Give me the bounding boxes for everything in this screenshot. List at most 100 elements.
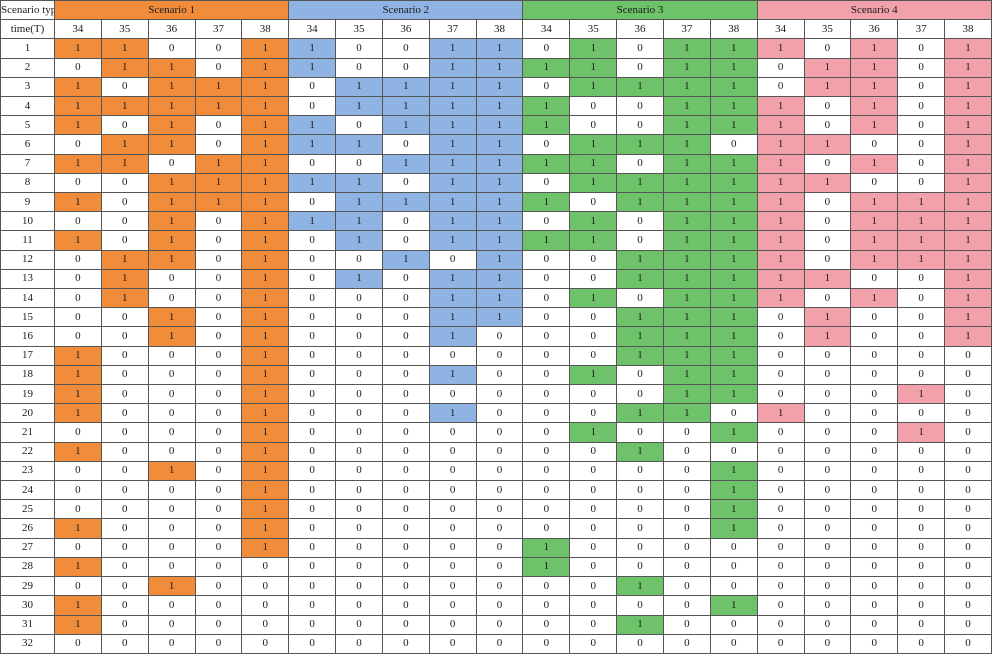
- value-cell: 1: [241, 57, 290, 78]
- value-cell: 0: [288, 268, 337, 290]
- value-cell: 0: [569, 556, 618, 578]
- value-cell: 0: [54, 211, 102, 232]
- value-cell: 0: [569, 499, 618, 520]
- value-cell: 0: [194, 364, 243, 386]
- value-cell: 0: [850, 268, 899, 290]
- value-cell: 0: [522, 134, 571, 155]
- table-row: 13 0 1 0 0 1 0 1 0 1 1 0 0 1 1 1 1 1 0 0 1: [0, 268, 992, 290]
- value-cell: 1: [709, 268, 758, 290]
- value-cell: 0: [428, 422, 477, 443]
- value-cell: 1: [616, 307, 664, 328]
- value-cell: 0: [897, 403, 946, 424]
- value-cell: 1: [944, 268, 992, 290]
- value-cell: 0: [803, 38, 852, 59]
- value-cell: 0: [335, 249, 383, 270]
- value-cell: 0: [475, 480, 524, 501]
- value-cell: 1: [850, 96, 899, 117]
- value-cell: 0: [522, 518, 571, 539]
- value-cell: 0: [756, 307, 805, 328]
- value-cell: 1: [522, 57, 571, 78]
- value-cell: 1: [709, 480, 758, 501]
- value-cell: 0: [803, 614, 852, 635]
- value-cell: 0: [756, 556, 805, 578]
- value-cell: 0: [616, 38, 664, 59]
- time-cell: 2: [0, 57, 55, 78]
- time-cell: 11: [0, 230, 55, 251]
- time-cell: 14: [0, 288, 55, 309]
- value-cell: 0: [100, 364, 149, 386]
- value-cell: 0: [335, 288, 383, 309]
- table-row: 11 1 0 1 0 1 0 1 0 1 1 1 1 0 1 1 1 0 1 1 1: [0, 230, 992, 251]
- value-cell: 1: [288, 172, 337, 194]
- value-cell: 1: [616, 268, 664, 290]
- column-header: 34: [288, 19, 337, 40]
- value-cell: 1: [709, 38, 758, 59]
- value-cell: 0: [803, 556, 852, 578]
- value-cell: 0: [662, 441, 711, 462]
- value-cell: 1: [756, 96, 805, 117]
- value-cell: 0: [662, 576, 711, 597]
- value-cell: 0: [54, 288, 102, 309]
- value-cell: 1: [241, 153, 290, 174]
- value-cell: 1: [944, 172, 992, 194]
- value-cell: 0: [850, 422, 899, 443]
- value-cell: 1: [850, 211, 899, 232]
- time-cell: 26: [0, 518, 55, 539]
- value-cell: 0: [381, 384, 430, 405]
- value-cell: 0: [147, 288, 196, 309]
- value-cell: 0: [803, 96, 852, 117]
- value-cell: 0: [100, 403, 149, 424]
- value-cell: 0: [709, 403, 758, 424]
- value-cell: 0: [288, 614, 337, 635]
- column-header: 35: [803, 19, 852, 40]
- value-cell: 1: [662, 76, 711, 98]
- value-cell: 1: [428, 172, 477, 194]
- value-cell: 0: [569, 403, 618, 424]
- value-cell: 0: [756, 499, 805, 520]
- value-cell: 1: [241, 115, 290, 136]
- value-cell: 1: [709, 76, 758, 98]
- value-cell: 0: [335, 480, 383, 501]
- value-cell: 0: [662, 480, 711, 501]
- value-cell: 1: [241, 326, 290, 347]
- value-cell: 0: [569, 518, 618, 539]
- value-cell: 1: [100, 96, 149, 117]
- value-cell: 0: [662, 595, 711, 616]
- value-cell: 1: [241, 192, 290, 213]
- value-cell: 1: [241, 345, 290, 366]
- value-cell: 0: [381, 460, 430, 482]
- value-cell: 1: [428, 115, 477, 136]
- value-cell: 0: [569, 249, 618, 270]
- value-cell: 1: [569, 422, 618, 443]
- time-cell: 32: [0, 633, 55, 655]
- value-cell: 1: [662, 288, 711, 309]
- value-cell: 0: [569, 633, 618, 655]
- value-cell: 1: [569, 153, 618, 174]
- value-cell: 1: [241, 230, 290, 251]
- value-cell: 0: [100, 115, 149, 136]
- value-cell: 0: [381, 364, 430, 386]
- value-cell: 0: [475, 345, 524, 366]
- column-header: 36: [616, 19, 664, 40]
- value-cell: 1: [335, 76, 383, 98]
- value-cell: 0: [522, 326, 571, 347]
- value-cell: 1: [709, 595, 758, 616]
- value-cell: 0: [569, 192, 618, 213]
- value-cell: 0: [475, 556, 524, 578]
- value-cell: 0: [897, 326, 946, 347]
- value-cell: 0: [897, 441, 946, 462]
- value-cell: 1: [756, 192, 805, 213]
- value-cell: 1: [147, 230, 196, 251]
- value-cell: 0: [194, 384, 243, 405]
- value-cell: 1: [756, 38, 805, 59]
- value-cell: 0: [475, 595, 524, 616]
- value-cell: 0: [616, 364, 664, 386]
- value-cell: 0: [756, 518, 805, 539]
- table-row: 22 1 0 0 0 1 0 0 0 0 0 0 0 1 0 0 0 0 0 0 0: [0, 441, 992, 462]
- value-cell: 0: [100, 441, 149, 462]
- value-cell: 1: [147, 172, 196, 194]
- value-cell: 0: [335, 518, 383, 539]
- value-cell: 1: [850, 153, 899, 174]
